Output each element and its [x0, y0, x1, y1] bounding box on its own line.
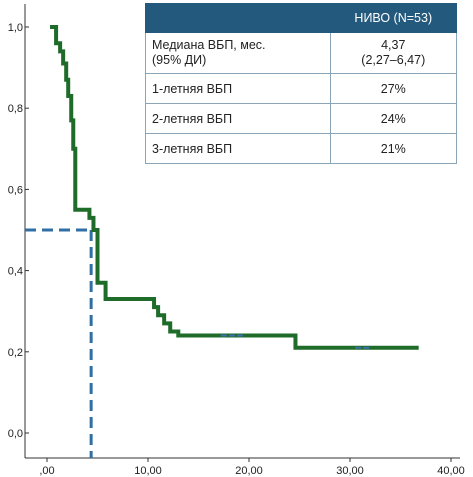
x-tick-label: 20,00	[235, 465, 263, 477]
table-row: Медиана ВБП, мес. (95% ДИ) 4,37 (2,27–6,…	[145, 32, 458, 74]
row-value-line2: (2,27–6,47)	[361, 53, 426, 67]
survival-curve	[50, 25, 419, 350]
row-value: 4,37 (2,27–6,47)	[329, 32, 458, 74]
median-marker	[25, 228, 93, 458]
table-header-group: НИВО (N=53)	[329, 3, 458, 33]
summary-table: НИВО (N=53) Медиана ВБП, мес. (95% ДИ) 4…	[145, 3, 458, 164]
row-label: 2-летняя ВБП	[145, 103, 331, 134]
row-value: 27%	[329, 73, 458, 104]
table-row: 2-летняя ВБП 24%	[145, 103, 458, 134]
x-tick-label: 40,00	[437, 465, 465, 477]
row-label-line1: Медиана ВБП, мес.	[152, 38, 266, 52]
row-label: Медиана ВБП, мес. (95% ДИ)	[145, 32, 331, 74]
x-tick-label: ,00	[39, 465, 54, 477]
y-tick-label: 0,2	[8, 347, 23, 359]
row-label: 3-летняя ВБП	[145, 133, 331, 164]
row-value-line1: 4,37	[381, 38, 406, 52]
row-value: 21%	[329, 133, 458, 164]
x-tick-label: 30,00	[336, 465, 364, 477]
censor-marks	[220, 334, 370, 349]
row-label: 1-летняя ВБП	[145, 73, 331, 104]
table-row: 3-летняя ВБП 21%	[145, 133, 458, 164]
table-row: 1-летняя ВБП 27%	[145, 73, 458, 104]
y-tick-label: 0,4	[8, 266, 23, 278]
y-tick-label: 0,6	[8, 184, 23, 196]
survival-series-line	[50, 25, 419, 350]
table-header-empty	[145, 3, 331, 33]
y-tick-label: 0,0	[8, 428, 23, 440]
y-tick-label: 1,0	[8, 22, 23, 34]
x-axis-ticks: ,00 10,00 20,00 30,00 40,00	[39, 458, 465, 477]
x-tick-label: 10,00	[134, 465, 162, 477]
row-value: 24%	[329, 103, 458, 134]
y-axis-ticks: 0,0 0,2 0,4 0,6 0,8 1,0	[8, 22, 29, 440]
y-tick-label: 0,8	[8, 103, 23, 115]
row-label-line2: (95% ДИ)	[152, 53, 207, 67]
table-header-row: НИВО (N=53)	[145, 3, 458, 33]
